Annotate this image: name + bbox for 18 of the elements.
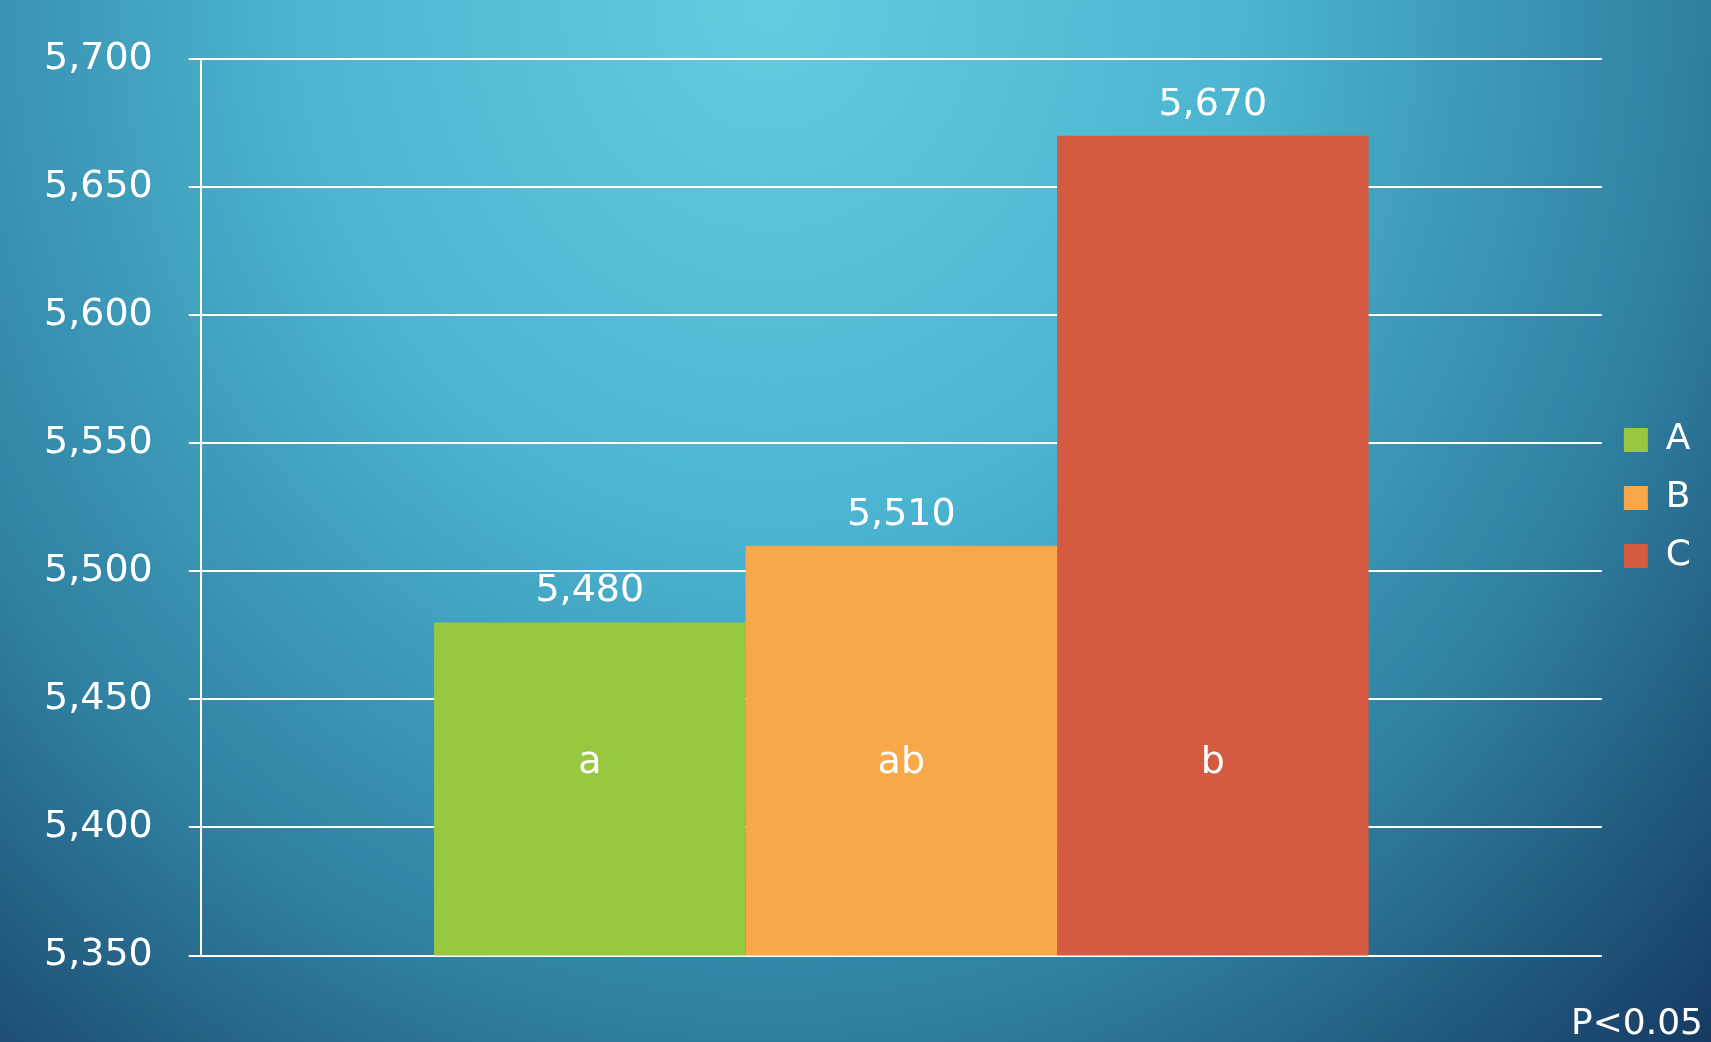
annotation: a: [578, 738, 602, 783]
y-tick-label: 5,600: [43, 289, 153, 334]
annotation: b: [1200, 738, 1225, 783]
y-tick-label: 5,700: [43, 33, 153, 78]
legend-label: B: [1665, 474, 1691, 516]
annotation: ab: [877, 738, 926, 783]
legend-label: C: [1665, 532, 1691, 574]
legend-label: A: [1665, 416, 1691, 458]
y-tick-label: 5,550: [43, 418, 153, 463]
text: 5,480: [535, 566, 645, 611]
text: 5,670: [1158, 79, 1268, 124]
text: 5,510: [846, 489, 956, 534]
y-tick-label: 5,500: [43, 546, 153, 591]
text: P<0.05: [1570, 1001, 1703, 1042]
y-tick-label: 5,350: [43, 930, 153, 975]
y-tick-label: 5,400: [43, 802, 153, 847]
y-tick-label: 5,650: [43, 161, 153, 206]
y-tick-label: 5,450: [43, 674, 153, 719]
